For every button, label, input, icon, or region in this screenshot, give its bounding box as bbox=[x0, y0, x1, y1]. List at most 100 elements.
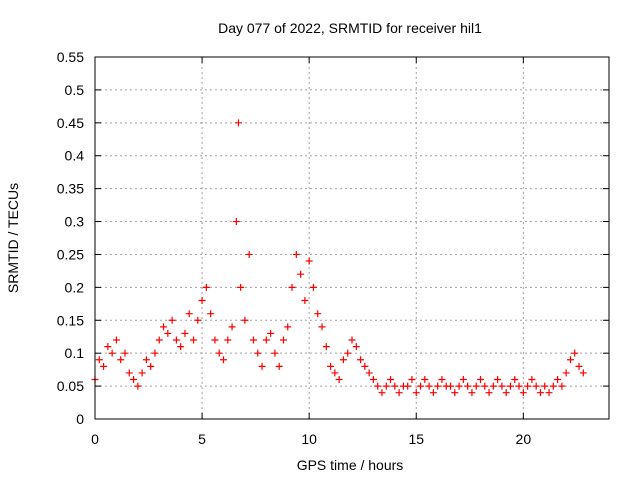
data-point bbox=[579, 369, 587, 377]
data-point bbox=[365, 369, 373, 377]
data-point bbox=[275, 362, 283, 370]
data-point bbox=[104, 343, 112, 351]
data-point bbox=[271, 349, 279, 357]
x-tick-label: 15 bbox=[408, 431, 424, 447]
y-tick-label: 0.35 bbox=[57, 181, 84, 197]
data-points bbox=[91, 119, 587, 397]
y-tick-label: 0.15 bbox=[57, 312, 84, 328]
data-point bbox=[245, 250, 253, 258]
data-point bbox=[378, 389, 386, 397]
data-point bbox=[288, 283, 296, 291]
data-point bbox=[331, 369, 339, 377]
data-point bbox=[395, 389, 403, 397]
data-point bbox=[292, 250, 300, 258]
data-point bbox=[434, 382, 442, 390]
data-point bbox=[194, 316, 202, 324]
x-tick-label: 20 bbox=[516, 431, 532, 447]
y-tick-label: 0.45 bbox=[57, 115, 84, 131]
y-tick-label: 0.4 bbox=[65, 148, 85, 164]
data-point bbox=[421, 376, 429, 384]
data-point bbox=[142, 356, 150, 364]
data-point bbox=[202, 283, 210, 291]
y-tick-label: 0.05 bbox=[57, 378, 84, 394]
data-point bbox=[164, 329, 172, 337]
x-tick-label: 10 bbox=[301, 431, 317, 447]
data-point bbox=[455, 382, 463, 390]
data-point bbox=[211, 336, 219, 344]
data-point bbox=[305, 257, 313, 265]
y-tick-label: 0.3 bbox=[65, 214, 85, 230]
data-point bbox=[515, 382, 523, 390]
data-point bbox=[562, 369, 570, 377]
data-point bbox=[138, 369, 146, 377]
data-point bbox=[147, 362, 155, 370]
data-point bbox=[511, 376, 519, 384]
data-point bbox=[224, 336, 232, 344]
data-point bbox=[528, 376, 536, 384]
y-tick-labels: 0 0.05 0.1 0.15 0.2 0.25 0.3 0.35 0.4 0.45 0.5 0.55 bbox=[57, 49, 84, 427]
data-point bbox=[498, 382, 506, 390]
data-point bbox=[297, 270, 305, 278]
data-point bbox=[237, 283, 245, 291]
data-point bbox=[506, 382, 514, 390]
data-point bbox=[318, 323, 326, 331]
data-point bbox=[408, 376, 416, 384]
data-point bbox=[472, 382, 480, 390]
data-point bbox=[374, 382, 382, 390]
data-point bbox=[130, 376, 138, 384]
data-point bbox=[545, 389, 553, 397]
data-point bbox=[536, 389, 544, 397]
x-axis-label: GPS time / hours bbox=[297, 457, 404, 473]
plot-frame bbox=[94, 56, 610, 420]
data-point bbox=[254, 349, 262, 357]
data-point bbox=[352, 343, 360, 351]
data-point bbox=[382, 382, 390, 390]
data-point bbox=[121, 349, 129, 357]
data-point bbox=[215, 349, 223, 357]
data-point bbox=[160, 323, 168, 331]
x-tick-labels: 0 5 10 15 20 bbox=[91, 431, 531, 447]
data-point bbox=[172, 336, 180, 344]
data-point bbox=[322, 343, 330, 351]
data-point bbox=[566, 356, 574, 364]
data-point bbox=[301, 297, 309, 305]
data-point bbox=[344, 349, 352, 357]
data-point bbox=[489, 382, 497, 390]
data-point bbox=[309, 283, 317, 291]
data-point bbox=[112, 336, 120, 344]
data-point bbox=[391, 382, 399, 390]
data-point bbox=[267, 329, 275, 337]
data-point bbox=[258, 362, 266, 370]
data-point bbox=[327, 362, 335, 370]
data-point bbox=[155, 336, 163, 344]
data-point bbox=[234, 119, 242, 127]
data-point bbox=[190, 336, 198, 344]
y-tick-label: 0.1 bbox=[65, 345, 85, 361]
grid-lines bbox=[95, 57, 609, 419]
data-point bbox=[339, 356, 347, 364]
data-point bbox=[279, 336, 287, 344]
data-point bbox=[357, 356, 365, 364]
data-point bbox=[387, 376, 395, 384]
data-point bbox=[241, 316, 249, 324]
data-point bbox=[134, 382, 142, 390]
y-tick-label: 0.5 bbox=[65, 82, 85, 98]
data-point bbox=[404, 382, 412, 390]
data-point bbox=[185, 310, 193, 318]
data-point bbox=[207, 310, 215, 318]
data-point bbox=[284, 323, 292, 331]
data-point bbox=[459, 376, 467, 384]
data-point bbox=[262, 336, 270, 344]
data-point bbox=[549, 382, 557, 390]
data-point bbox=[425, 382, 433, 390]
data-point bbox=[477, 376, 484, 384]
data-point bbox=[524, 382, 532, 390]
data-point bbox=[249, 336, 257, 344]
data-point bbox=[198, 297, 206, 305]
data-point bbox=[232, 218, 240, 226]
data-point bbox=[494, 376, 502, 384]
data-point bbox=[485, 389, 493, 397]
data-point bbox=[558, 382, 566, 390]
data-point bbox=[571, 349, 579, 357]
